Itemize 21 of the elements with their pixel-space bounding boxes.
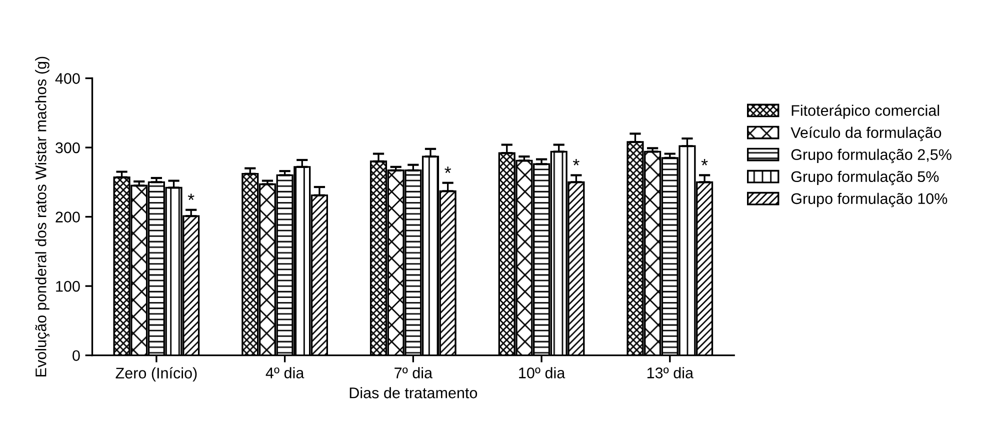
legend-label: Grupo formulação 5% (791, 170, 939, 186)
legend-label: Grupo formulação 2,5% (791, 148, 952, 164)
x-tick-label: 7º dia (394, 367, 433, 378)
legend-label: Grupo formulação 10% (791, 192, 948, 208)
legend-label: Fitoterápico comercial (792, 104, 940, 119)
x-tick-label: 13º dia (647, 367, 694, 378)
x-axis-title: Dias de tratamento (350, 387, 478, 398)
x-tick-label: 4º dia (266, 367, 304, 378)
y-tick-label: 300 (56, 142, 80, 154)
y-tick-label: 200 (56, 212, 80, 222)
x-tick-label: Zero (Início) (116, 367, 197, 382)
data-label: * (444, 166, 452, 174)
x-tick-label: 10º dia (519, 367, 566, 378)
y-tick-label: 0 (72, 350, 80, 362)
data-label: * (188, 194, 194, 200)
y-tick-label: 100 (56, 280, 80, 292)
data-label: * (701, 159, 708, 166)
legend-label: Veículo da formulação (790, 126, 942, 142)
y-axis-title: Evolução ponderal dos ratos Wistar machos (g) (35, 56, 50, 376)
data-label: * (572, 159, 580, 166)
y-tick-label: 400 (55, 73, 80, 84)
